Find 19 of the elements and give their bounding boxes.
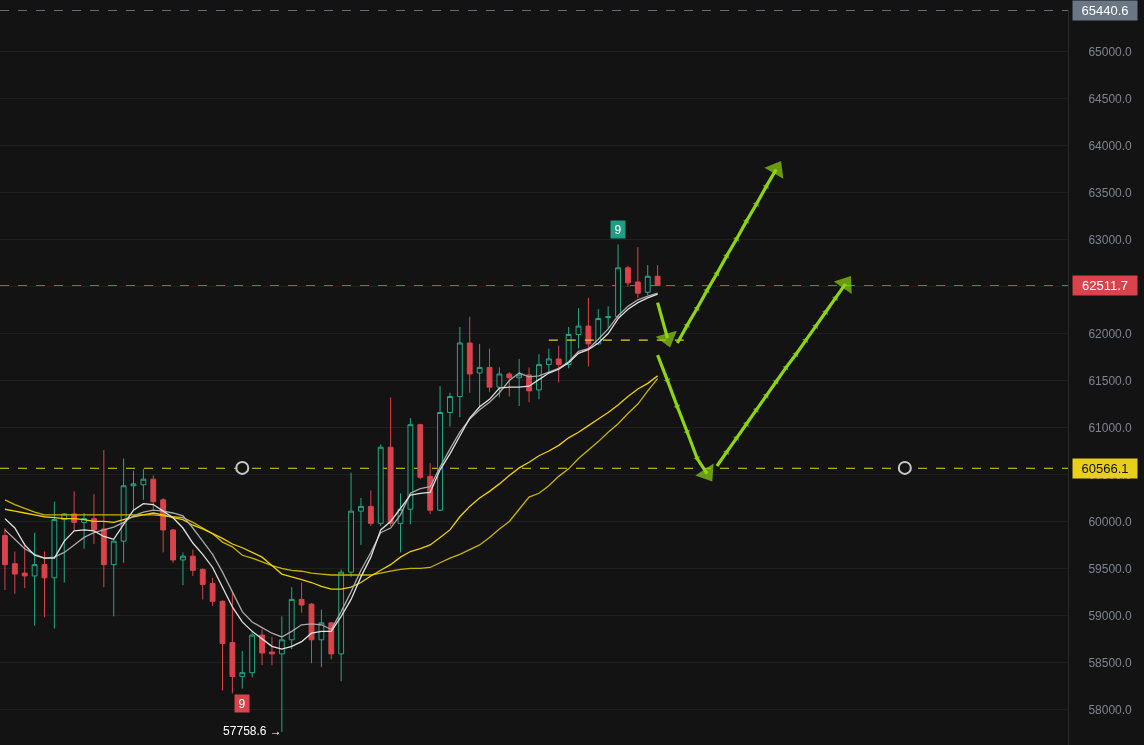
y-tick-label: 65000.0 xyxy=(1088,45,1133,59)
y-tick-label: 63000.0 xyxy=(1088,232,1133,247)
ref-line-label: 65440.6 xyxy=(1081,3,1129,18)
y-tick-label: 60000.0 xyxy=(1088,514,1133,529)
y-tick-label: 59000.0 xyxy=(1088,608,1133,623)
annotation: 9 xyxy=(238,696,246,711)
annotation: 9 xyxy=(614,222,622,237)
y-tick-label: 59500.0 xyxy=(1088,561,1133,576)
ref-line-label: 62511.7 xyxy=(1081,278,1129,293)
ref-line-label: 60566.1 xyxy=(1081,461,1129,476)
y-tick-label: 63500.0 xyxy=(1088,185,1133,200)
y-tick-label: 58000.0 xyxy=(1088,702,1133,717)
y-tick-label: 64000.0 xyxy=(1088,138,1133,153)
y-tick-label: 64500.0 xyxy=(1088,91,1133,106)
y-tick-label: 61000.0 xyxy=(1088,420,1133,435)
text: 57758.6 → xyxy=(223,723,282,738)
y-tick-label: 62000.0 xyxy=(1088,326,1133,341)
y-tick-label: 58500.0 xyxy=(1088,655,1133,670)
y-tick-label: 61500.0 xyxy=(1088,373,1133,388)
